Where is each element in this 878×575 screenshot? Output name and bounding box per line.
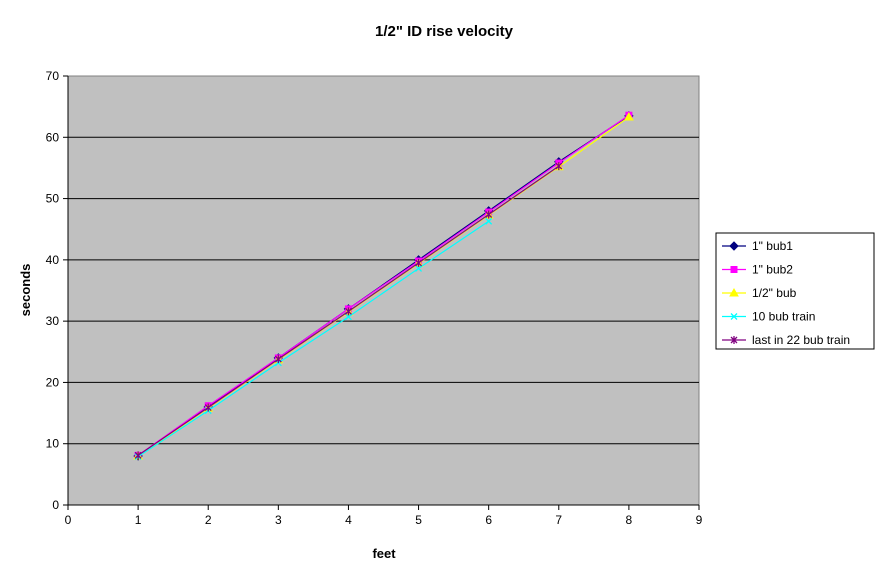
- x-tick-label: 9: [696, 513, 703, 527]
- gridlines: [68, 136, 699, 445]
- x-tick-label: 0: [65, 513, 72, 527]
- data-point: [204, 403, 212, 412]
- data-point: [134, 451, 142, 460]
- y-tick-label: 10: [46, 437, 60, 451]
- legend-entry: 1/2" bub: [722, 286, 797, 300]
- y-tick-label: 60: [46, 130, 60, 144]
- x-tick-label: 1: [135, 513, 142, 527]
- legend-marker: [729, 241, 739, 251]
- x-tick-label: 4: [345, 513, 352, 527]
- data-point: [624, 112, 634, 121]
- series-group: [133, 111, 634, 461]
- legend-marker: [730, 266, 738, 273]
- y-tick-label: 50: [46, 192, 60, 206]
- legend-label: 1" bub2: [752, 263, 793, 277]
- data-point: [555, 162, 563, 171]
- legend-marker: [729, 287, 739, 297]
- series-line: [137, 220, 490, 458]
- x-tick-label: 6: [485, 513, 492, 527]
- legend: 1" bub1 1" bub2 1/2" bub 10 bub train last i…: [715, 232, 875, 350]
- x-tick-label: 8: [626, 513, 633, 527]
- x-tick-label: 3: [275, 513, 282, 527]
- x-tick-label: 2: [205, 513, 212, 527]
- series-line: [137, 114, 630, 456]
- legend-marker: [730, 336, 738, 344]
- legend-label: 10 bub train: [752, 310, 815, 324]
- x-axis-title: feet: [372, 546, 396, 561]
- y-tick-label: 40: [46, 253, 60, 267]
- axes: [63, 75, 700, 510]
- legend-box: [715, 232, 875, 350]
- legend-entry: 1" bub2: [722, 263, 793, 277]
- legend-entry: last in 22 bub train: [722, 333, 850, 347]
- legend-label: last in 22 bub train: [752, 333, 850, 347]
- tick-labels: 0 10 20 30 40 50 60 70 0 1 2 3 4 5 6 7 8 9: [46, 69, 703, 527]
- legend-entry: 1" bub1: [722, 239, 793, 253]
- data-point: [344, 313, 352, 321]
- data-point: [415, 258, 423, 267]
- data-point: [344, 307, 352, 316]
- chart-title: 1/2" ID rise velocity: [375, 23, 514, 40]
- data-point: [274, 355, 282, 364]
- series-5: [134, 162, 563, 460]
- x-tick-label: 5: [415, 513, 422, 527]
- data-point: [485, 217, 493, 225]
- legend-entry: 10 bub train: [722, 310, 815, 324]
- y-axis-title: seconds: [18, 264, 33, 317]
- legend-marker: [730, 313, 738, 320]
- x-tick-label: 7: [555, 513, 562, 527]
- y-tick-label: 20: [46, 375, 60, 389]
- y-tick-label: 0: [52, 498, 59, 512]
- y-tick-label: 70: [46, 69, 60, 83]
- legend-label: 1/2" bub: [752, 286, 797, 300]
- data-point: [485, 210, 493, 219]
- data-point: [415, 264, 423, 272]
- y-tick-label: 30: [46, 314, 60, 328]
- legend-label: 1" bub1: [752, 239, 793, 253]
